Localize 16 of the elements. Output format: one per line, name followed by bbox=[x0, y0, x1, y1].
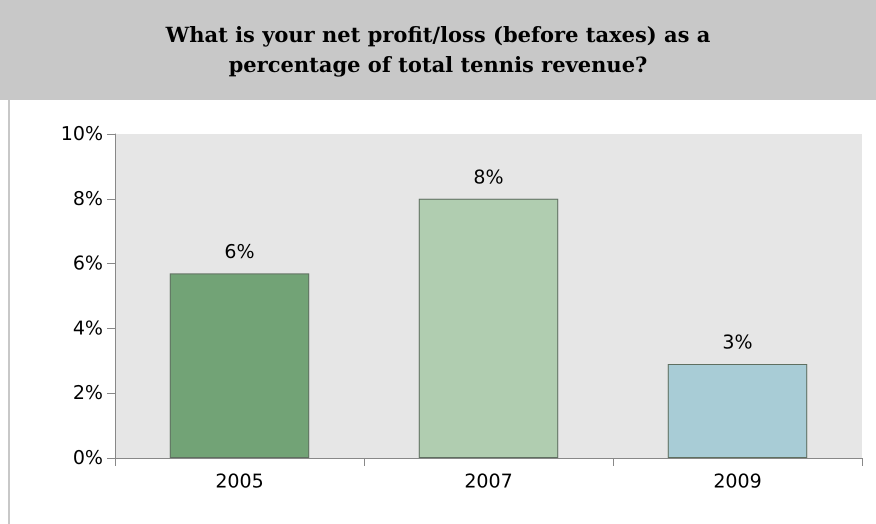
bar bbox=[418, 198, 558, 458]
y-tick-label: 10% bbox=[60, 123, 103, 145]
y-tick-label: 2% bbox=[72, 382, 103, 404]
x-tick-label: 2007 bbox=[464, 470, 513, 492]
bar bbox=[170, 273, 310, 458]
y-tick-label: 4% bbox=[72, 317, 103, 340]
data-label: 3% bbox=[722, 332, 753, 354]
y-tick-label: 6% bbox=[72, 252, 103, 275]
x-tick-label: 2005 bbox=[215, 470, 264, 492]
bar bbox=[668, 364, 808, 458]
x-tick-label: 2009 bbox=[713, 470, 762, 492]
data-label: 8% bbox=[473, 166, 504, 188]
data-label: 6% bbox=[224, 240, 255, 263]
y-tick-label: 0% bbox=[72, 447, 103, 469]
y-tick-label: 8% bbox=[72, 188, 103, 210]
chart-title: What is your net profit/loss (before taxes) as a percentage of total tennis revenue? bbox=[0, 0, 876, 100]
